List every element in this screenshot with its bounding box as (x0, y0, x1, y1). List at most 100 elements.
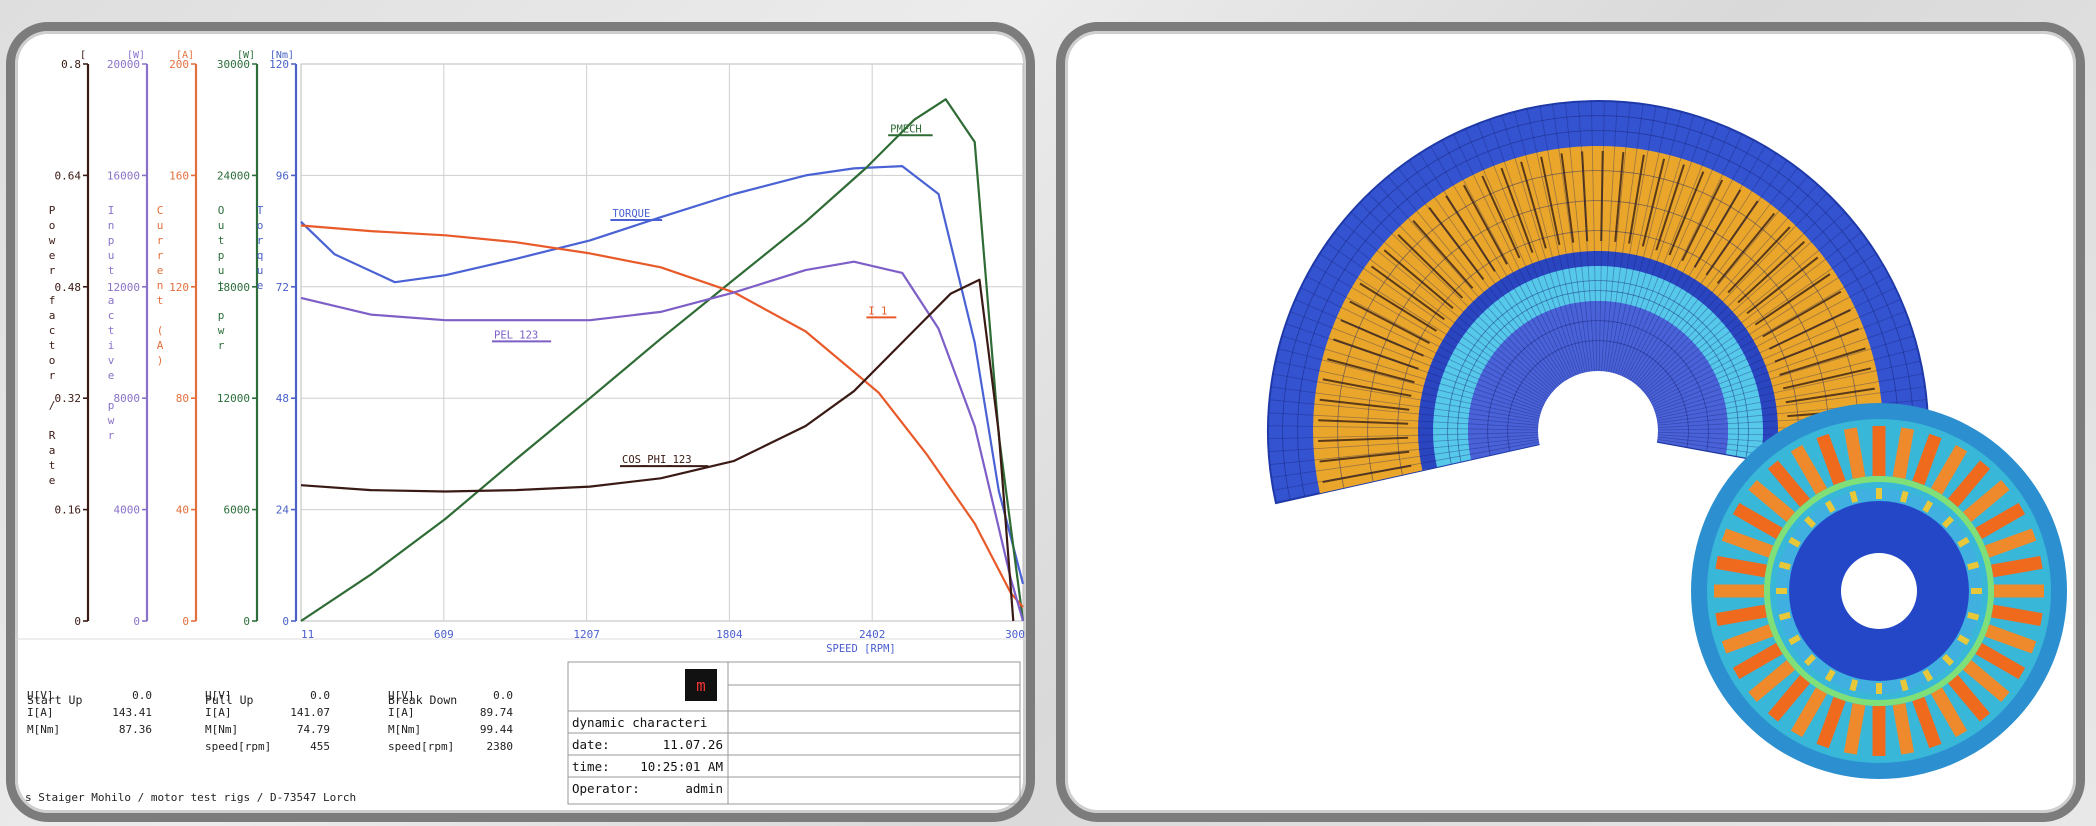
mesh-radial-line (1654, 323, 1911, 412)
y-tick-label: 72 (276, 281, 289, 294)
mesh-radial-line (1342, 221, 1552, 394)
mesh-radial-line (1642, 211, 1846, 392)
fem-mesh-view (1267, 100, 2067, 779)
y-axis-label-char: r (218, 339, 225, 352)
y-axis-label-char: C (157, 204, 164, 217)
flux-rotor-bar (1824, 500, 1836, 513)
y-tick-label: 12000 (107, 281, 140, 294)
mesh-slot-divider (1333, 338, 1419, 370)
y-axis-label-char: ( (157, 324, 164, 337)
mesh-radial-line (1617, 119, 1707, 375)
result-label: U[V] (205, 689, 232, 702)
mesh-slot-divider (1641, 158, 1666, 247)
mesh-slot-divider (1340, 319, 1424, 357)
y-axis-label-char: T (257, 204, 264, 217)
y-axis-label-char: o (49, 219, 56, 232)
flux-slot (1748, 479, 1796, 523)
fem-simulation-panel (1056, 22, 2085, 822)
y-tick-label: 20000 (107, 58, 140, 71)
y-tick-label: 120 (269, 58, 289, 71)
y-axis-label-char: p (218, 309, 225, 322)
mesh-radial-line (1270, 386, 1539, 424)
y-tick-label: 0 (282, 615, 289, 628)
x-tick-label: 300 (1005, 628, 1025, 641)
mesh-radial-line (1312, 264, 1547, 402)
flux-rotor-bar (1824, 669, 1836, 682)
mesh-radial-line (1295, 299, 1544, 408)
info-label: Operator: (572, 781, 640, 796)
motor-characteristics-chart: 11 609 1207 1804 2402 300 SPEED [RPM] [0.8 0.64 0… (15, 50, 1026, 805)
result-value: 74.79 (297, 723, 330, 736)
mesh-slot-divider (1785, 387, 1875, 404)
flux-slot (1748, 659, 1796, 703)
mesh-radial-line (1441, 139, 1570, 379)
series-label: TORQUE (612, 208, 650, 220)
y-tick-label: 18000 (217, 281, 250, 294)
mesh-radial-line (1398, 167, 1563, 384)
result-label: I[A] (388, 706, 415, 719)
flux-slot (1715, 604, 1767, 627)
flux-rotor-bar (1778, 561, 1791, 571)
mesh-radial-line (1489, 119, 1579, 375)
y-axis-unit: [ (80, 50, 86, 61)
mesh-radial-line (1552, 104, 1591, 372)
mesh-radial-line (1598, 101, 1605, 372)
y-axis-label-char: u (218, 264, 225, 277)
mesh-slot-divider (1560, 153, 1575, 243)
flux-rotor-bar (1788, 536, 1801, 548)
mesh-slot-divider (1520, 161, 1547, 249)
x-tick-label: 609 (434, 628, 454, 641)
mesh-radial-line (1633, 167, 1798, 384)
mesh-radial-line (1275, 360, 1540, 419)
mesh-radial-line (1281, 335, 1541, 415)
flux-slot (1947, 460, 1991, 508)
mesh-radial-line (1650, 275, 1890, 404)
flux-slot (1790, 687, 1828, 738)
y-axis-label-char: / (49, 399, 56, 412)
flux-slot (1892, 427, 1915, 479)
flux-slot (1721, 624, 1774, 654)
flux-shaft (1841, 553, 1917, 629)
y-axis-label-char: w (108, 414, 115, 427)
result-value: 89.74 (480, 706, 513, 719)
mesh-radial-line (1350, 212, 1554, 392)
flux-rotor-bar (1922, 500, 1934, 513)
y-axis-label-char: p (108, 399, 115, 412)
mesh-slot-divider (1319, 398, 1410, 411)
info-value: 11.07.26 (663, 737, 723, 752)
mesh-slot-divider (1628, 154, 1645, 244)
info-value: 10:25:01 AM (640, 759, 723, 774)
mesh-slot-divider (1782, 367, 1872, 390)
flux-slot (1975, 642, 2026, 680)
mesh-radial-line (1268, 412, 1539, 429)
start-up-title: Start Up (27, 693, 83, 707)
mesh-slot-divider (1481, 175, 1521, 259)
flux-rotor-bar (1899, 490, 1909, 503)
mesh-radial-line (1578, 101, 1595, 372)
mesh-radial-line (1625, 139, 1755, 379)
x-axis-label: SPEED [RPM] (826, 643, 896, 655)
mesh-radial-line (1539, 106, 1588, 373)
flux-slot (1767, 460, 1811, 508)
result-label: M[Nm] (388, 723, 421, 736)
y-axis-unit: [Nm] (270, 50, 294, 61)
y-axis-label-char: a (108, 294, 115, 307)
flux-rotor-bar (1849, 490, 1859, 503)
mesh-slot-divider (1581, 151, 1589, 242)
mesh-slot-divider (1779, 347, 1866, 376)
mesh-radial-line (1453, 134, 1573, 378)
y-axis-label-char: e (49, 249, 56, 262)
mesh-radial-line (1514, 111, 1584, 374)
y-axis-label-char: r (49, 369, 56, 382)
mesh-radial-line (1641, 202, 1837, 390)
mesh-slot-divider (1322, 464, 1412, 483)
mesh-radial-line (1285, 323, 1542, 412)
result-label: M[Nm] (205, 723, 238, 736)
mesh-slot-divider (1540, 156, 1561, 246)
y-tick-label: 24000 (217, 169, 250, 182)
break-down-title: Break Down (388, 693, 458, 707)
mesh-radial-line (1268, 425, 1539, 431)
flux-rotor-bar (1778, 611, 1791, 621)
